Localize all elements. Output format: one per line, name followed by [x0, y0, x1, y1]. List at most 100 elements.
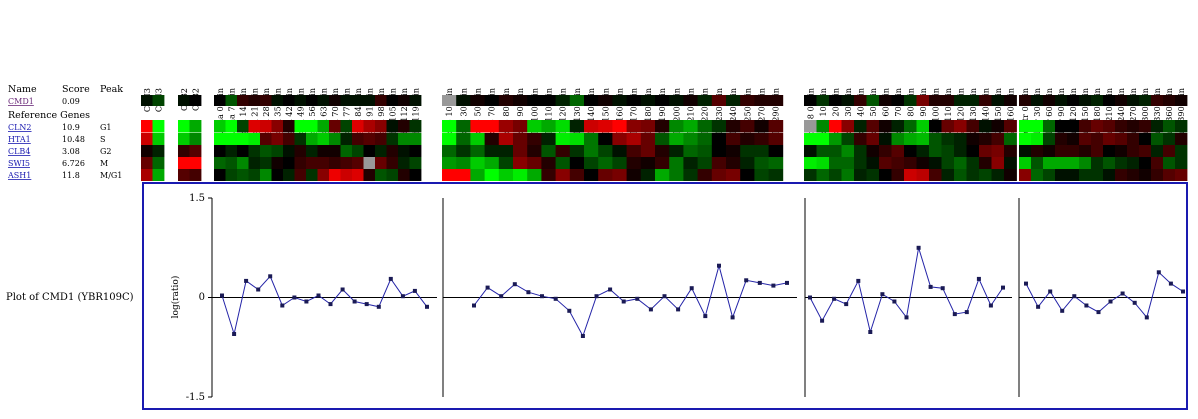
column-label: cdc28 50 min: [868, 87, 878, 144]
heatmap-cell-clb4: [1103, 145, 1116, 157]
data-point-cdc15: [621, 299, 626, 304]
column-label: cdc15 170 min: [629, 87, 639, 149]
column-label: cdc15 10 min: [444, 87, 454, 144]
column-label: cdc28 30 min: [843, 87, 853, 144]
heatmap-cell-cln2: [248, 120, 261, 133]
heatmap-cell-cln2: [306, 120, 318, 133]
heatmap-cell-swi5: [248, 157, 261, 169]
data-point-cdc15: [785, 280, 789, 285]
column-label: elutr 180 min: [1092, 87, 1102, 144]
query-gene-link[interactable]: CMD1: [8, 97, 34, 106]
heatmap-cell-hta1: [398, 133, 410, 145]
column-label: cdc15 240 min: [728, 87, 738, 149]
heatmap-cell-swi5: [527, 157, 542, 169]
data-point-cdc28: [916, 245, 921, 250]
heatmap-cell-swi5: [584, 157, 599, 169]
heatmap-cell-hta1: [1019, 133, 1032, 145]
heatmap-cell-hta1: [294, 133, 307, 145]
reference-gene-peak: G2: [100, 147, 111, 156]
heatmap-cell-clb4: [409, 145, 422, 157]
heatmap-cell-hta1: [375, 133, 387, 145]
heatmap-cell-swi5: [398, 157, 410, 169]
heatmap-cell-cmd1: [513, 95, 528, 106]
heatmap-cell-swi5: [1091, 157, 1104, 169]
reference-gene-link-swi5[interactable]: SWI5: [8, 159, 30, 168]
heatmap-cell-hta1: [904, 133, 917, 145]
heatmap-cell-cmd1: [225, 95, 238, 106]
heatmap-cell-swi5: [929, 157, 942, 169]
heatmap-cell-clb4: [829, 145, 842, 157]
heatmap-cell-cmd1: [1031, 95, 1044, 106]
heatmap-cell-clb4: [991, 145, 1005, 157]
heatmap-cell-ash1: [442, 169, 457, 181]
heatmap-cell-ash1: [1043, 169, 1056, 181]
data-point-cdc15: [662, 294, 667, 299]
heatmap-cell-swi5: [726, 157, 741, 169]
heatmap-cell-swi5: [470, 157, 485, 169]
heatmap-cell-ash1: [966, 169, 980, 181]
heatmap-cell-cmd1: [569, 95, 585, 106]
heatmap-cell-ash1: [569, 169, 585, 181]
heatmap-cell-hta1: [1175, 133, 1188, 145]
heatmap-cell-swi5: [541, 157, 556, 169]
heatmap-cell-cmd1: [640, 95, 656, 106]
column-label: cdc15 110 min: [544, 87, 554, 149]
heatmap-cell-cln2: [929, 120, 942, 133]
heatmap-cell-cmd1: [669, 95, 684, 106]
heatmap-cell-clb4: [541, 145, 556, 157]
heatmap-cell-ash1: [979, 169, 992, 181]
heatmap-cell-ash1: [189, 169, 202, 181]
heatmap-cell-hta1: [669, 133, 684, 145]
expression-plot: Plot of CMD1 (YBR109C) 1.5 0 -1.5 log(ra…: [6, 182, 1188, 410]
heatmap-cell-hta1: [941, 133, 955, 145]
heatmap-cell-hta1: [626, 133, 642, 145]
heatmap-cell-swi5: [866, 157, 880, 169]
column-label: elutr 30 min: [1032, 87, 1042, 139]
data-point-cdc28: [952, 312, 957, 317]
heatmap-cell-hta1: [1043, 133, 1056, 145]
heatmap-cell-clb4: [352, 145, 364, 157]
reference-gene-link-cln2[interactable]: CLN2: [8, 123, 32, 132]
heatmap-cell-swi5: [711, 157, 727, 169]
column-label: cdc28 130 min: [968, 87, 978, 149]
heatmap-cell-cmd1: [398, 95, 410, 106]
query-gene-score: 0.09: [62, 97, 80, 106]
heatmap-cell-hta1: [979, 133, 992, 145]
heatmap-cell-cmd1: [879, 95, 892, 106]
heatmap-cell-cmd1: [829, 95, 842, 106]
heatmap-cell-cln2: [954, 120, 967, 133]
heatmap-cell-swi5: [375, 157, 387, 169]
heatmap-cell-swi5: [1103, 157, 1116, 169]
score-header: Score: [62, 84, 90, 95]
reference-gene-link-clb4[interactable]: CLB4: [8, 147, 30, 156]
data-point-elutr: [1084, 303, 1089, 308]
series-line-elutr: [1025, 271, 1184, 319]
heatmap-cell-hta1: [141, 133, 153, 145]
heatmap-cell-cln2: [841, 120, 855, 133]
reference-gene-score: 6.726: [62, 159, 85, 168]
heatmap-cell-clb4: [726, 145, 741, 157]
column-label: Alpha 42 min: [284, 87, 294, 144]
heatmap-cell-clb4: [484, 145, 500, 157]
heatmap-cell-swi5: [363, 157, 376, 169]
data-point-elutr: [1144, 315, 1149, 320]
heatmap-cell-cln2: [1043, 120, 1056, 133]
data-point-cdc28: [844, 302, 849, 307]
heatmap-cell-ash1: [498, 169, 514, 181]
heatmap-cell-swi5: [1175, 157, 1188, 169]
heatmap-cell-cln2: [237, 120, 249, 133]
column-label: Alpha 112 min: [399, 87, 409, 149]
heatmap-cell-swi5: [1031, 157, 1044, 169]
reference-gene-link-ash1[interactable]: ASH1: [7, 171, 31, 180]
reference-gene-score: 3.08: [62, 147, 80, 156]
heatmap-cell-cln2: [1055, 120, 1068, 133]
reference-gene-link-hta1[interactable]: HTA1: [8, 135, 31, 144]
heatmap-cell-cmd1: [683, 95, 698, 106]
heatmap-cell-clb4: [375, 145, 387, 157]
heatmap-cell-swi5: [1019, 157, 1032, 169]
heatmap-cell-ash1: [854, 169, 867, 181]
data-point-alpha: [388, 276, 393, 281]
heatmap-cell-cln2: [386, 120, 399, 133]
heatmap-cell-swi5: [1043, 157, 1056, 169]
heatmap-cell-swi5: [841, 157, 855, 169]
